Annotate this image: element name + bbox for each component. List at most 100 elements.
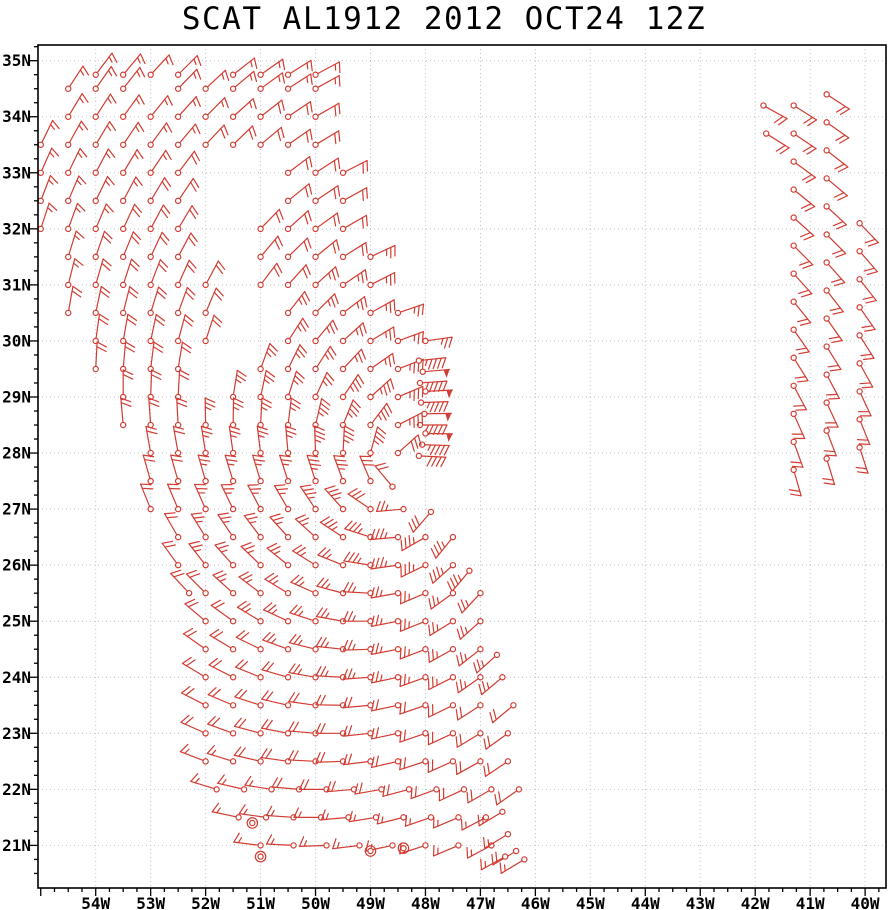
barb-full-feather xyxy=(856,439,869,441)
barb-staff xyxy=(145,425,151,452)
barb-staff xyxy=(122,341,127,367)
axis-ticks xyxy=(30,46,880,896)
wind-barb xyxy=(339,187,368,205)
barb-staff xyxy=(123,203,136,228)
wind-barb xyxy=(236,600,264,625)
barb-full-feather xyxy=(135,176,143,186)
barb-full-feather xyxy=(186,286,196,296)
barb-half-feather xyxy=(326,326,331,334)
barb-full-feather xyxy=(403,729,406,742)
wind-barb xyxy=(233,717,264,737)
barb-full-feather xyxy=(288,721,295,732)
station-circle xyxy=(823,91,830,98)
barb-full-feather xyxy=(354,377,362,389)
calm-circle xyxy=(254,850,267,863)
barb-full-feather xyxy=(799,322,812,326)
barb-half-feather xyxy=(49,124,55,130)
barb-full-feather xyxy=(320,723,326,734)
wind-barb xyxy=(147,286,167,317)
barb-full-feather xyxy=(835,134,846,142)
station-circle xyxy=(92,281,99,289)
wind-barb xyxy=(456,617,484,640)
barb-full-feather xyxy=(280,126,285,139)
barb-full-feather xyxy=(403,701,406,714)
barb-full-feather xyxy=(223,124,229,136)
barb-full-feather xyxy=(148,397,160,403)
wind-barb xyxy=(174,177,200,205)
barb-half-feather xyxy=(424,359,429,366)
barb-full-feather xyxy=(285,430,297,435)
wind-barb xyxy=(823,315,843,344)
barb-full-feather xyxy=(233,717,242,727)
barb-half-feather xyxy=(356,301,360,309)
barb-full-feather xyxy=(832,311,844,315)
barb-staff xyxy=(343,374,359,396)
barb-staff xyxy=(210,604,232,621)
barb-half-feather xyxy=(227,463,235,466)
barb-full-feather xyxy=(49,175,59,184)
barb-staff xyxy=(342,676,369,680)
station-circle xyxy=(229,589,237,597)
barb-half-feather xyxy=(354,355,359,363)
barb-full-feather xyxy=(403,673,406,686)
barb-full-feather xyxy=(207,687,217,696)
barb-staff xyxy=(289,612,314,621)
barb-full-feather xyxy=(460,625,465,637)
barb-full-feather xyxy=(317,547,327,556)
barb-full-feather xyxy=(432,622,435,634)
barb-full-feather xyxy=(266,805,273,817)
wind-barb xyxy=(174,68,202,92)
y-tick-label: 31N xyxy=(2,275,31,294)
barb-full-feather xyxy=(261,661,270,671)
wind-barb xyxy=(415,357,447,370)
wind-barb xyxy=(382,784,413,797)
barb-staff xyxy=(179,751,204,761)
barb-full-feather xyxy=(178,374,190,381)
station-circle xyxy=(229,617,237,625)
barb-staff xyxy=(476,655,496,674)
barb-full-feather xyxy=(375,528,380,540)
barb-half-feather xyxy=(357,274,360,282)
wind-barb xyxy=(246,817,259,829)
barb-half-feather xyxy=(298,298,303,305)
station-circle xyxy=(284,646,292,653)
station-circle xyxy=(65,225,72,233)
wind-barb xyxy=(266,542,292,569)
wind-barb xyxy=(499,856,528,874)
barb-full-feather xyxy=(265,748,273,759)
barb-full-feather xyxy=(377,466,389,471)
wind-barb xyxy=(119,369,134,401)
barb-staff xyxy=(315,398,323,424)
barb-half-feather xyxy=(135,98,140,105)
barb-full-feather xyxy=(242,574,253,581)
barb-staff xyxy=(428,705,452,718)
y-tick-label: 22N xyxy=(2,780,31,799)
barb-half-feather xyxy=(204,406,212,411)
barb-staff xyxy=(212,574,232,593)
station-circle xyxy=(257,225,264,233)
barb-full-feather xyxy=(499,862,502,874)
wind-barb xyxy=(92,175,115,205)
barb-full-feather xyxy=(235,630,246,638)
wind-barb xyxy=(315,723,347,737)
wind-barb xyxy=(339,374,365,401)
station-circle xyxy=(790,326,797,333)
station-circle xyxy=(257,85,264,92)
station-circle xyxy=(400,505,407,513)
barb-staff xyxy=(289,237,309,256)
station-circle xyxy=(174,505,182,513)
station-circle xyxy=(174,533,182,541)
wind-barb xyxy=(823,259,846,287)
wind-barb xyxy=(394,385,424,402)
station-circle xyxy=(235,814,242,821)
wind-barb xyxy=(179,743,209,765)
barb-full-feather xyxy=(302,267,308,279)
barb-full-feather xyxy=(213,631,224,639)
barb-staff xyxy=(260,343,271,368)
wind-barb xyxy=(339,425,355,457)
barb-full-feather xyxy=(161,181,169,191)
barb-full-feather xyxy=(210,599,222,606)
wind-barb xyxy=(147,313,166,345)
barb-full-feather xyxy=(332,838,337,850)
barb-staff xyxy=(194,483,206,508)
